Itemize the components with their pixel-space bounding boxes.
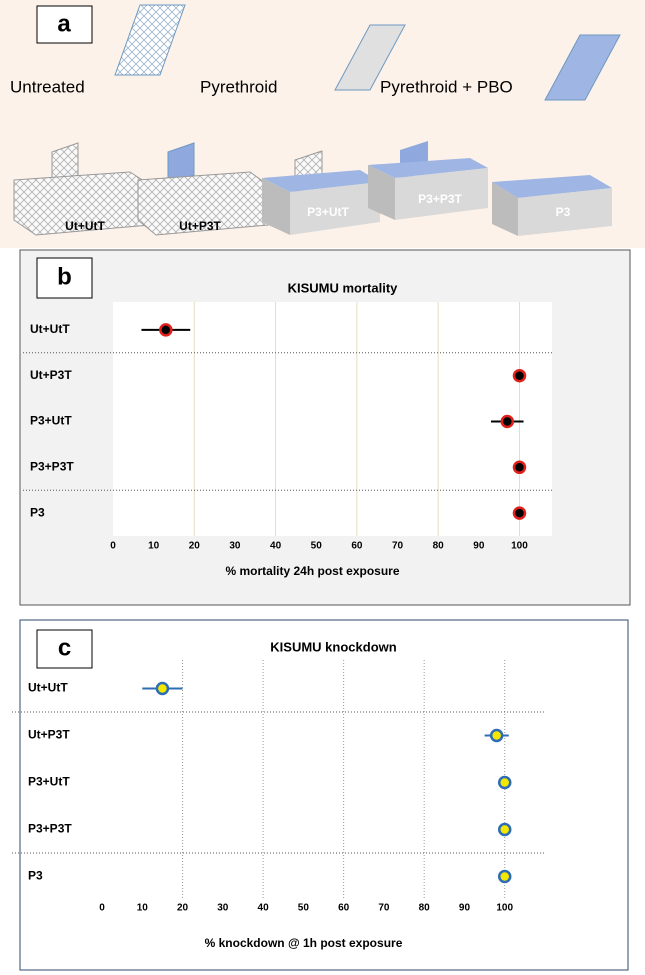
legend-label: Untreated bbox=[10, 77, 85, 96]
dot bbox=[489, 728, 504, 743]
y-tick-label: P3 bbox=[30, 505, 45, 519]
y-tick-label: P3 bbox=[28, 869, 43, 883]
dot bbox=[500, 414, 515, 429]
chart-title: KISUMU knockdown bbox=[270, 639, 396, 654]
panel-c-frame bbox=[19, 619, 629, 971]
tray-label: P3+P3T bbox=[418, 192, 462, 206]
x-tick-label: 80 bbox=[419, 903, 431, 914]
x-tick-label: 60 bbox=[338, 903, 350, 914]
panel-label-box bbox=[36, 5, 93, 44]
y-tick-label: Ut+P3T bbox=[28, 728, 70, 742]
x-tick-label: 0 bbox=[99, 903, 105, 914]
dot bbox=[497, 869, 512, 884]
x-tick-label: 100 bbox=[511, 541, 528, 552]
tray bbox=[492, 175, 612, 236]
x-tick-label: 20 bbox=[189, 541, 201, 552]
plot-area bbox=[113, 302, 552, 536]
x-tick-label: 50 bbox=[311, 541, 323, 552]
x-tick-label: 70 bbox=[392, 541, 404, 552]
x-tick-label: 10 bbox=[137, 903, 149, 914]
panel-label: b bbox=[57, 263, 72, 290]
chart-title: KISUMU mortality bbox=[288, 280, 399, 295]
x-tick-label: 60 bbox=[351, 541, 363, 552]
x-tick-label: 80 bbox=[433, 541, 445, 552]
x-tick-label: 90 bbox=[459, 903, 471, 914]
legend-label: Pyrethroid bbox=[200, 77, 277, 96]
x-axis-label: % mortality 24h post exposure bbox=[225, 564, 399, 578]
panel-label-box bbox=[36, 257, 93, 299]
x-tick-label: 70 bbox=[378, 903, 390, 914]
legend-swatch bbox=[544, 34, 621, 101]
y-tick-label: Ut+UtT bbox=[28, 681, 68, 695]
tray bbox=[262, 150, 380, 235]
dot bbox=[155, 681, 170, 696]
tray-label: Ut+P3T bbox=[179, 219, 221, 233]
x-tick-label: 10 bbox=[148, 541, 160, 552]
legend-label: Pyrethroid + PBO bbox=[380, 77, 513, 96]
panel-label: c bbox=[58, 634, 71, 661]
y-tick-label: Ut+UtT bbox=[30, 322, 70, 336]
y-tick-label: P3+UtT bbox=[28, 775, 70, 789]
x-tick-label: 50 bbox=[298, 903, 310, 914]
dot bbox=[159, 323, 173, 337]
panel-label: a bbox=[57, 10, 71, 37]
x-axis-label: % knockdown @ 1h post exposure bbox=[205, 936, 403, 950]
legend-swatch bbox=[334, 24, 406, 91]
dot bbox=[512, 506, 527, 520]
x-tick-label: 40 bbox=[270, 541, 282, 552]
x-tick-label: 20 bbox=[177, 903, 189, 914]
tray-label: P3 bbox=[556, 205, 571, 219]
dot bbox=[497, 775, 512, 790]
x-tick-label: 30 bbox=[229, 541, 241, 552]
panel-label-box bbox=[36, 629, 93, 669]
tray bbox=[368, 141, 488, 220]
y-tick-label: P3+P3T bbox=[28, 822, 72, 836]
tray bbox=[137, 142, 269, 236]
x-tick-label: 100 bbox=[496, 903, 513, 914]
x-tick-label: 40 bbox=[258, 903, 270, 914]
tray-label: P3+UtT bbox=[307, 205, 349, 219]
x-tick-label: 30 bbox=[217, 903, 229, 914]
legend-swatch bbox=[114, 4, 186, 76]
x-tick-label: 90 bbox=[473, 541, 485, 552]
y-tick-label: P3+UtT bbox=[30, 414, 72, 428]
y-tick-label: P3+P3T bbox=[30, 459, 74, 473]
dot bbox=[512, 368, 527, 383]
tray-label: Ut+UtT bbox=[65, 219, 105, 233]
x-tick-label: 0 bbox=[110, 541, 116, 552]
dot bbox=[512, 460, 527, 475]
dot bbox=[497, 822, 512, 837]
y-tick-label: Ut+P3T bbox=[30, 368, 72, 382]
